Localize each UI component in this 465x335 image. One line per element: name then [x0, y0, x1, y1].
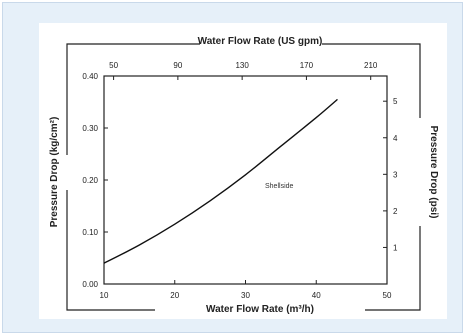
- left-tick-label: 0.10: [82, 228, 98, 237]
- bottom-tick-label: 30: [241, 291, 250, 300]
- bracket-bottom-left: [66, 190, 155, 311]
- right-tick-label: 1: [393, 243, 398, 252]
- bracket-bottom-right: [365, 226, 421, 311]
- bracket-top-right: [322, 43, 421, 118]
- figure-panel: [2, 2, 463, 333]
- plot-card: [39, 23, 447, 319]
- series-annotation: Shellside: [265, 183, 294, 190]
- bottom-tick-label: 10: [100, 291, 109, 300]
- top-tick-label: 130: [235, 61, 249, 70]
- bottom-axis-ticks: 10 20 30 40 50: [100, 280, 392, 300]
- left-tick-label: 0.00: [82, 280, 98, 289]
- bottom-axis-title: Water Flow Rate (m³/h): [206, 304, 314, 315]
- top-tick-label: 50: [109, 61, 118, 70]
- right-tick-label: 2: [393, 207, 398, 216]
- left-tick-label: 0.20: [82, 176, 98, 185]
- series-line: [103, 98, 338, 264]
- right-axis-ticks: 1 2 3 4 5: [383, 97, 398, 252]
- right-axis-title: Pressure Drop (psi): [428, 126, 439, 219]
- series-layer: [103, 98, 338, 264]
- top-tick-label: 210: [364, 61, 378, 70]
- left-tick-label: 0.30: [82, 124, 98, 133]
- top-axis-title: Water Flow Rate (US gpm): [198, 36, 323, 47]
- bottom-tick-label: 20: [170, 291, 179, 300]
- bottom-tick-label: 50: [383, 291, 392, 300]
- right-tick-label: 4: [393, 134, 398, 143]
- left-axis-title: Pressure Drop (kg/cm²): [49, 117, 60, 228]
- left-tick-label: 0.40: [82, 72, 98, 81]
- top-tick-label: 170: [300, 61, 314, 70]
- top-axis-ticks: 50 90 130 170 210: [109, 61, 378, 80]
- bottom-tick-label: 40: [312, 291, 321, 300]
- right-tick-label: 3: [393, 170, 398, 179]
- bracket-top-left: [66, 43, 200, 155]
- plot-box: [103, 75, 388, 285]
- top-tick-label: 90: [173, 61, 182, 70]
- left-axis-ticks: 0.00 0.10 0.20 0.30 0.40: [82, 72, 108, 289]
- right-tick-label: 5: [393, 97, 398, 106]
